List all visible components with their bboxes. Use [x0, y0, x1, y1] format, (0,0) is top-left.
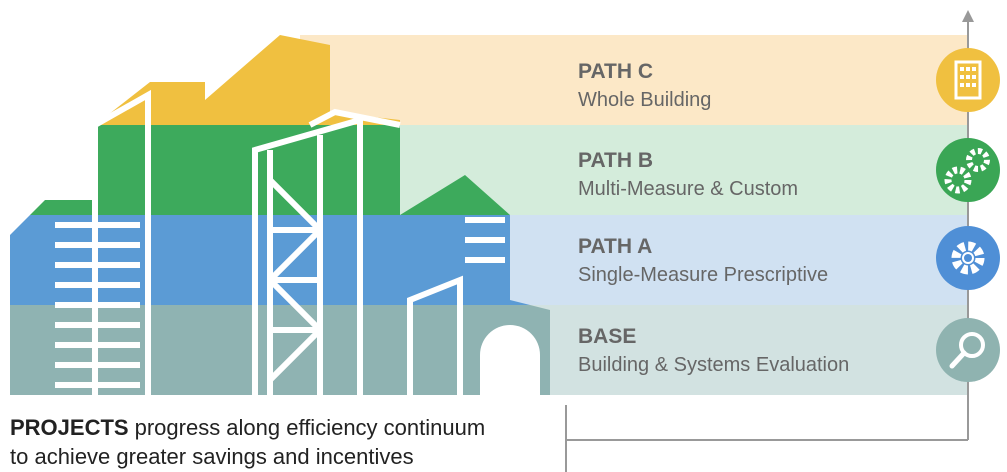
footer-line: to achieve greater savings and incentive…: [10, 444, 414, 469]
band-subtitle: Whole Building: [578, 89, 711, 111]
icon-magnifier: [936, 318, 1000, 382]
icon-gears: [936, 138, 1000, 202]
band-title: PATH B: [578, 149, 653, 172]
footer-text: progress along efficiency continuum: [135, 415, 486, 440]
arch: [480, 325, 540, 395]
band-subtitle: Building & Systems Evaluation: [578, 354, 849, 376]
footer-line: PROJECTS progress along efficiency contin…: [10, 415, 485, 440]
band-b: [300, 125, 968, 215]
band-title: PATH C: [578, 60, 653, 83]
footer-bold: PROJECTS: [10, 415, 129, 440]
band-subtitle: Single-Measure Prescriptive: [578, 264, 828, 286]
band-c: [300, 35, 968, 125]
icon-building: [936, 48, 1000, 112]
building-lines: [55, 89, 505, 395]
band-title: BASE: [578, 325, 636, 348]
band-title: PATH A: [578, 235, 652, 258]
band-subtitle: Multi-Measure & Custom: [578, 178, 798, 200]
arrow-head: [962, 10, 974, 22]
icon-gear: [936, 226, 1000, 290]
